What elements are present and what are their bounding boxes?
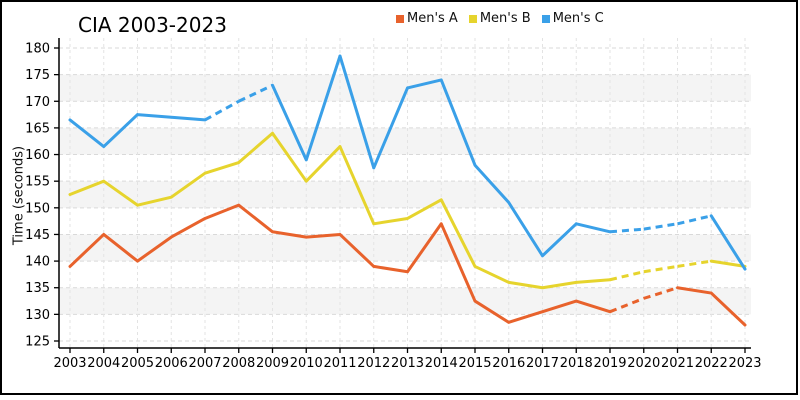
- svg-text:2018: 2018: [560, 356, 593, 371]
- svg-text:150: 150: [25, 201, 50, 216]
- chart-title: CIA 2003-2023: [78, 13, 227, 37]
- legend: Men's A Men's B Men's C: [396, 11, 604, 26]
- svg-text:2012: 2012: [357, 356, 390, 371]
- plot-bands: [59, 74, 751, 315]
- legend-swatch-icon: [396, 14, 404, 23]
- svg-text:160: 160: [25, 148, 50, 163]
- svg-text:135: 135: [25, 281, 50, 296]
- legend-swatch-icon: [468, 14, 477, 23]
- series-line-men-s-c: [68, 54, 747, 271]
- svg-text:2008: 2008: [222, 356, 255, 371]
- series-line-men-s-b-projection: [609, 259, 712, 282]
- svg-text:125: 125: [25, 335, 50, 350]
- svg-text:2013: 2013: [391, 356, 424, 371]
- svg-text:2021: 2021: [661, 356, 694, 371]
- svg-text:2015: 2015: [458, 356, 491, 371]
- svg-text:2007: 2007: [188, 356, 221, 371]
- series-line-men-s-b: [68, 131, 747, 290]
- legend-item-mens-b[interactable]: Men's B: [468, 11, 531, 26]
- series-line-men-s-c-projection: [204, 83, 712, 234]
- y-axis-title: Time (seconds): [11, 145, 27, 246]
- svg-text:2005: 2005: [121, 356, 154, 371]
- svg-text:2011: 2011: [323, 356, 356, 371]
- svg-text:2023: 2023: [728, 356, 761, 371]
- legend-label: Men's A: [407, 11, 458, 26]
- legend-label: Men's B: [479, 11, 531, 26]
- svg-text:155: 155: [25, 175, 50, 190]
- svg-text:2017: 2017: [526, 356, 559, 371]
- legend-item-mens-a[interactable]: Men's A: [396, 11, 458, 26]
- svg-text:2004: 2004: [87, 356, 120, 371]
- svg-text:2009: 2009: [256, 356, 289, 371]
- legend-item-mens-c[interactable]: Men's C: [541, 11, 604, 26]
- svg-text:175: 175: [25, 68, 50, 83]
- svg-text:2016: 2016: [492, 356, 525, 371]
- x-tick-labels: 2003 2004 2005 2006 2007 2008 2009 2010 2011 2012…: [53, 356, 761, 371]
- svg-text:2010: 2010: [290, 356, 323, 371]
- svg-text:165: 165: [25, 121, 50, 136]
- svg-text:180: 180: [25, 42, 50, 57]
- y-tick-labels: 125 130 135 140 145 150 155 160 165 170 175 180: [25, 42, 50, 350]
- svg-text:2003: 2003: [53, 356, 86, 371]
- svg-text:2020: 2020: [627, 356, 660, 371]
- svg-text:2006: 2006: [155, 356, 188, 371]
- svg-text:145: 145: [25, 228, 50, 243]
- legend-label: Men's C: [552, 11, 604, 26]
- svg-text:2019: 2019: [593, 356, 626, 371]
- svg-text:2014: 2014: [425, 356, 458, 371]
- svg-text:140: 140: [25, 255, 50, 270]
- axes: [54, 38, 751, 353]
- series-line-men-s-a-projection: [609, 286, 678, 314]
- legend-swatch-icon: [541, 14, 550, 23]
- svg-text:170: 170: [25, 95, 50, 110]
- svg-text:130: 130: [25, 308, 50, 323]
- gridlines: [59, 38, 751, 348]
- series-line-men-s-a: [68, 203, 747, 327]
- svg-text:2022: 2022: [695, 356, 728, 371]
